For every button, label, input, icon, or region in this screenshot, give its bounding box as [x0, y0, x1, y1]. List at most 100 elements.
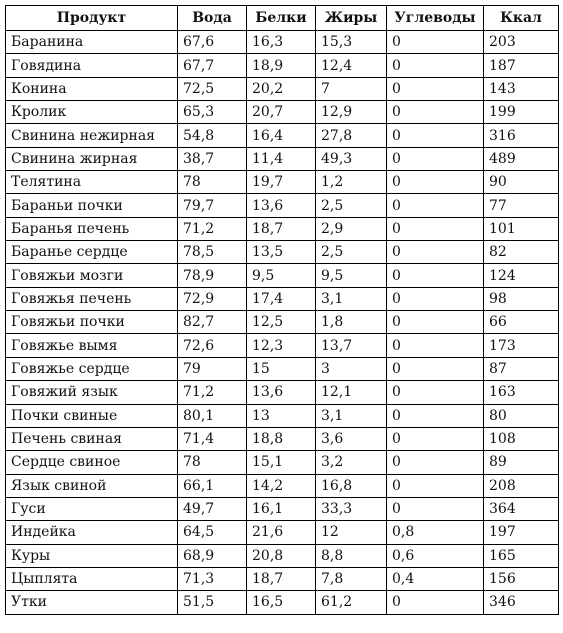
cell-carbs: 0	[386, 496, 484, 522]
nutrition-table: Продукт Вода Белки Жиры Углеводы Ккал Ба…	[5, 5, 559, 615]
cell-protein: 11,4	[246, 146, 316, 172]
cell-protein: 18,9	[246, 53, 316, 78]
cell-product: Кролик	[5, 100, 178, 125]
cell-fat: 12,9	[315, 100, 387, 125]
cell-kcal: 199	[483, 100, 559, 125]
cell-protein: 13,5	[246, 240, 316, 265]
cell-protein: 16,5	[246, 590, 316, 615]
cell-protein: 18,7	[246, 216, 316, 242]
cell-kcal: 173	[483, 333, 559, 358]
table-body: Баранина 67,6 16,3 15,3 0 203 Говядина 67,7 18,9…	[5, 29, 559, 615]
cell-fat: 16,8	[315, 473, 387, 498]
table-row: Куры 68,9 20,8 8,8 0,6 165	[5, 543, 559, 568]
cell-product: Телятина	[5, 170, 178, 195]
cell-carbs: 0	[386, 310, 484, 335]
cell-water: 78,5	[177, 240, 247, 265]
table-container: Продукт Вода Белки Жиры Углеводы Ккал Ба…	[5, 5, 559, 615]
cell-water: 82,7	[177, 310, 247, 335]
cell-protein: 15,1	[246, 450, 316, 475]
cell-carbs: 0	[386, 123, 484, 148]
cell-water: 78	[177, 170, 247, 195]
table-row: Баранья печень 71,2 18,7 2,9 0 101	[5, 216, 559, 242]
cell-product: Говяжий язык	[5, 380, 178, 405]
table-row: Конина 72,5 20,2 7 0 143	[5, 76, 559, 102]
table-row: Баранина 67,6 16,3 15,3 0 203	[5, 29, 559, 55]
cell-fat: 3,1	[315, 286, 387, 312]
cell-protein: 18,7	[246, 566, 316, 592]
table-row: Цыплята 71,3 18,7 7,8 0,4 156	[5, 566, 559, 592]
cell-kcal: 346	[483, 590, 559, 615]
cell-carbs: 0	[386, 380, 484, 405]
cell-carbs: 0	[386, 240, 484, 265]
table-row: Свинина жирная 38,7 11,4 49,3 0 489	[5, 146, 559, 172]
cell-protein: 20,7	[246, 100, 316, 125]
cell-carbs: 0	[386, 76, 484, 102]
table-row: Утки 51,5 16,5 61,2 0 346	[5, 590, 559, 615]
cell-water: 71,4	[177, 426, 247, 452]
cell-product: Свинина жирная	[5, 146, 178, 172]
cell-fat: 27,8	[315, 123, 387, 148]
cell-water: 54,8	[177, 123, 247, 148]
table-row: Кролик 65,3 20,7 12,9 0 199	[5, 100, 559, 125]
cell-kcal: 364	[483, 496, 559, 522]
cell-protein: 14,2	[246, 473, 316, 498]
cell-carbs: 0	[386, 403, 484, 428]
cell-kcal: 101	[483, 216, 559, 242]
table-row: Говяжьи мозги 78,9 9,5 9,5 0 124	[5, 263, 559, 288]
table-row: Говяжье сердце 79 15 3 0 87	[5, 356, 559, 382]
cell-water: 78	[177, 450, 247, 475]
cell-fat: 1,8	[315, 310, 387, 335]
cell-carbs: 0	[386, 426, 484, 452]
cell-carbs: 0	[386, 356, 484, 382]
cell-carbs: 0	[386, 473, 484, 498]
cell-kcal: 143	[483, 76, 559, 102]
cell-protein: 18,8	[246, 426, 316, 452]
cell-kcal: 208	[483, 473, 559, 498]
cell-product: Говяжьи мозги	[5, 263, 178, 288]
cell-protein: 16,1	[246, 496, 316, 522]
cell-protein: 21,6	[246, 520, 316, 545]
cell-water: 71,3	[177, 566, 247, 592]
cell-kcal: 187	[483, 53, 559, 78]
cell-fat: 12,4	[315, 53, 387, 78]
cell-fat: 49,3	[315, 146, 387, 172]
table-row: Свинина нежирная 54,8 16,4 27,8 0 316	[5, 123, 559, 148]
cell-carbs: 0	[386, 590, 484, 615]
cell-fat: 33,3	[315, 496, 387, 522]
cell-kcal: 80	[483, 403, 559, 428]
cell-carbs: 0	[386, 333, 484, 358]
table-row: Бараньи почки 79,7 13,6 2,5 0 77	[5, 193, 559, 218]
cell-product: Почки свиные	[5, 403, 178, 428]
cell-kcal: 98	[483, 286, 559, 312]
cell-product: Куры	[5, 543, 178, 568]
cell-fat: 61,2	[315, 590, 387, 615]
header-row: Продукт Вода Белки Жиры Углеводы Ккал	[5, 5, 559, 31]
cell-water: 72,5	[177, 76, 247, 102]
cell-water: 79	[177, 356, 247, 382]
cell-fat: 1,2	[315, 170, 387, 195]
cell-protein: 19,7	[246, 170, 316, 195]
cell-protein: 20,2	[246, 76, 316, 102]
cell-water: 71,2	[177, 380, 247, 405]
cell-carbs: 0	[386, 263, 484, 288]
cell-water: 64,5	[177, 520, 247, 545]
cell-product: Говяжье вымя	[5, 333, 178, 358]
cell-protein: 9,5	[246, 263, 316, 288]
cell-fat: 7	[315, 76, 387, 102]
cell-product: Цыплята	[5, 566, 178, 592]
cell-carbs: 0	[386, 286, 484, 312]
header-carbs: Углеводы	[386, 5, 484, 31]
cell-water: 51,5	[177, 590, 247, 615]
cell-water: 65,3	[177, 100, 247, 125]
table-row: Говяжья печень 72,9 17,4 3,1 0 98	[5, 286, 559, 312]
cell-kcal: 90	[483, 170, 559, 195]
cell-product: Сердце свиное	[5, 450, 178, 475]
cell-water: 78,9	[177, 263, 247, 288]
cell-kcal: 203	[483, 29, 559, 55]
table-row: Баранье сердце 78,5 13,5 2,5 0 82	[5, 240, 559, 265]
cell-product: Говяжья печень	[5, 286, 178, 312]
cell-carbs: 0	[386, 53, 484, 78]
cell-protein: 13,6	[246, 380, 316, 405]
cell-product: Баранье сердце	[5, 240, 178, 265]
cell-carbs: 0	[386, 170, 484, 195]
